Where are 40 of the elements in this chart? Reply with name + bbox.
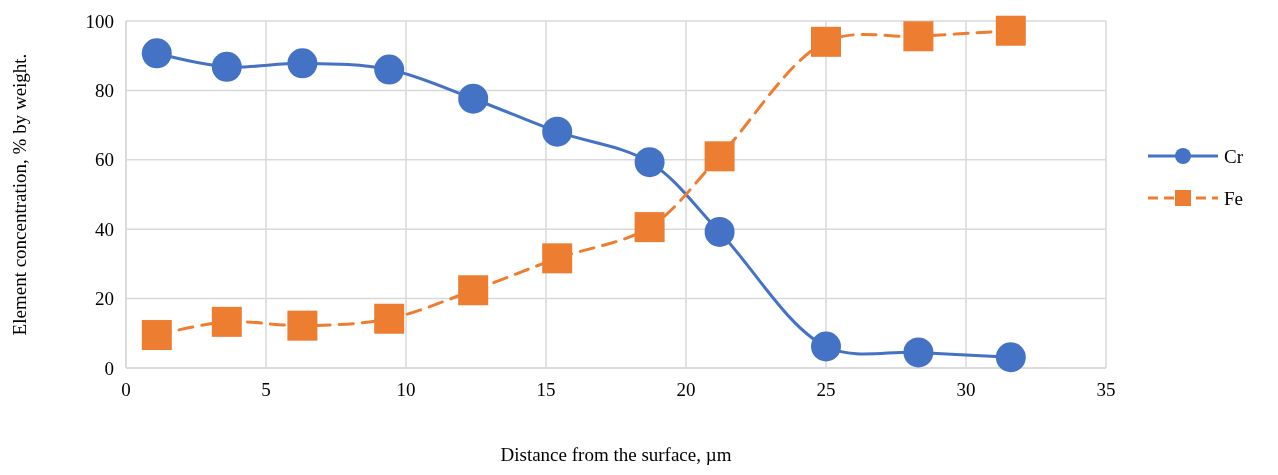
x-tick-label: 35	[1096, 379, 1116, 400]
point	[903, 21, 934, 52]
x-axis-title: Distance from the surface, µm	[500, 444, 732, 465]
x-tick-label: 20	[676, 379, 696, 400]
y-axis-title: Element concentration, % by weight.	[9, 53, 30, 336]
x-tick-label: 25	[816, 379, 836, 400]
point	[374, 303, 405, 334]
x-tick-label: 30	[956, 379, 976, 400]
legend-label: Fe	[1224, 187, 1243, 209]
point	[704, 216, 735, 247]
point	[634, 147, 665, 178]
y-tick-label: 60	[95, 149, 114, 171]
point	[995, 15, 1026, 46]
y-tick-label: 20	[95, 288, 114, 310]
point	[458, 275, 489, 306]
y-tick-label: 40	[95, 218, 114, 240]
x-tick-label: 5	[261, 379, 271, 400]
point	[458, 83, 489, 114]
x-tick-label: 10	[396, 379, 416, 400]
legend-label: Cr	[1224, 145, 1244, 167]
point	[995, 342, 1026, 373]
point	[811, 26, 841, 57]
x-tick-label: 0	[121, 379, 131, 400]
point	[542, 116, 573, 147]
point	[903, 337, 934, 368]
point	[704, 141, 735, 172]
point	[287, 48, 318, 79]
y-tick-label: 100	[85, 10, 114, 32]
point	[811, 331, 841, 362]
x-tick-label: 15	[536, 379, 556, 400]
point	[634, 212, 665, 243]
point	[141, 320, 172, 351]
point	[211, 306, 242, 337]
point	[542, 243, 573, 274]
y-tick-label: 0	[104, 357, 114, 379]
point	[141, 38, 172, 69]
point	[211, 51, 242, 82]
point	[374, 54, 405, 85]
point	[287, 310, 318, 341]
y-tick-label: 80	[95, 80, 114, 102]
